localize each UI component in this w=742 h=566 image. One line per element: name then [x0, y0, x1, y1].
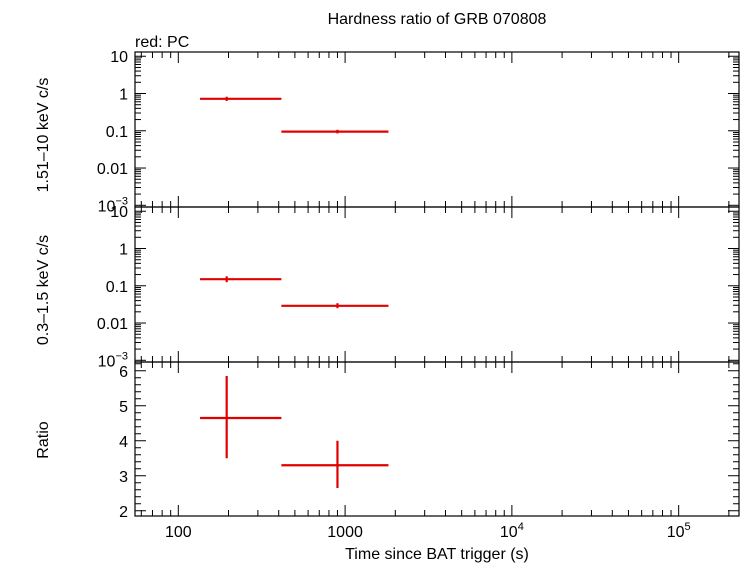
y-tick-label: 10−3 — [98, 350, 128, 370]
y-tick-label: 0.1 — [106, 124, 128, 141]
panel-frame — [134, 361, 740, 517]
panel-2: 10 1 0.1 0.01 10−3 — [97, 204, 740, 370]
x-tick-label: 104 — [500, 521, 524, 541]
y-axis-label-1: 1.51–10 keV c/s — [35, 78, 52, 193]
data-point — [281, 303, 389, 309]
data-point — [281, 440, 389, 488]
legend-note: red: PC — [135, 34, 189, 51]
y-tick-label: 0.1 — [106, 279, 128, 296]
y-tick-label: 6 — [119, 364, 128, 381]
panel-frame — [134, 206, 740, 363]
panel-3: 2 3 4 5 6 — [119, 361, 740, 521]
x-tick-label: 100 — [165, 524, 192, 541]
y-tick-label: 3 — [119, 469, 128, 486]
x-tick-label: 105 — [667, 521, 691, 541]
chart-title: Hardness ratio of GRB 070808 — [328, 11, 547, 28]
y-tick-label: 1 — [119, 242, 128, 259]
x-axis-label: Time since BAT trigger (s) — [345, 546, 529, 563]
panel-frame — [134, 51, 740, 208]
y-tick-label: 10 — [110, 204, 128, 221]
y-tick-label: 10−3 — [98, 195, 128, 215]
y-tick-label: 0.01 — [97, 316, 128, 333]
x-tick-label: 1000 — [327, 524, 363, 541]
y-tick-label: 10 — [110, 49, 128, 66]
y-tick-label: 1 — [119, 87, 128, 104]
data-point — [200, 276, 282, 283]
y-axis-label-2: 0.3–1.5 keV c/s — [35, 235, 52, 345]
data-point — [200, 376, 282, 459]
y-tick-label: 0.01 — [97, 161, 128, 178]
y-tick-label: 5 — [119, 399, 128, 416]
data-point — [200, 96, 282, 101]
panel-1: 10 1 0.1 0.01 10−3 — [97, 49, 740, 215]
y-axis-label-3: Ratio — [35, 421, 52, 458]
data-point — [281, 129, 389, 134]
y-tick-label: 4 — [119, 434, 128, 451]
y-tick-label: 2 — [119, 504, 128, 521]
